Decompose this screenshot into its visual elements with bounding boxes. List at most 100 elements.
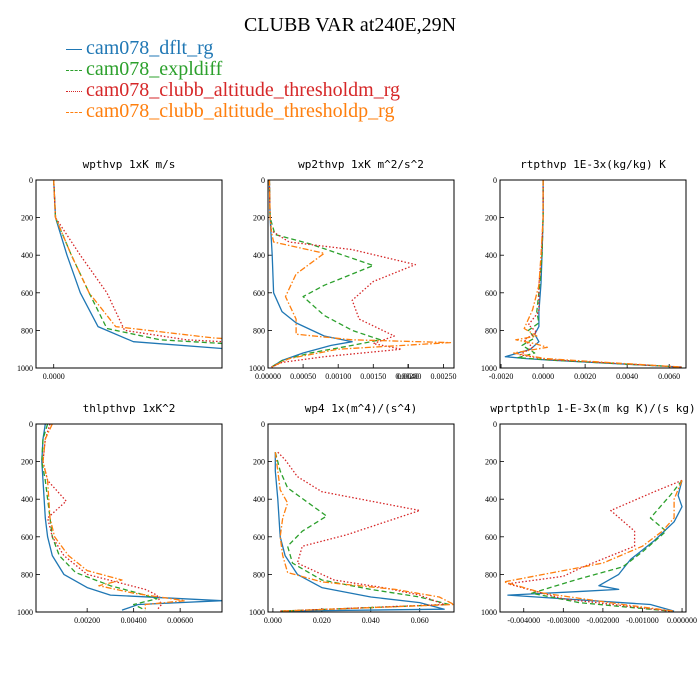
x-tick-label: 0.0000	[532, 372, 554, 381]
y-tick-label: 200	[21, 458, 33, 467]
legend-label: cam078_dflt_rg	[86, 37, 214, 59]
series-line	[517, 180, 682, 368]
y-tick-label: 200	[253, 214, 265, 223]
y-tick-label: 200	[253, 458, 265, 467]
y-tick-label: 800	[21, 326, 33, 335]
series-line	[53, 180, 222, 340]
series-line	[513, 180, 682, 368]
x-tick-label: -0.0020	[489, 372, 514, 381]
panel-title: wpthvp 1xK m/s	[83, 158, 176, 171]
x-tick-label: 0.00400	[121, 616, 147, 625]
x-tick-label: 0.0000	[43, 372, 65, 381]
series-group	[268, 180, 452, 368]
series-line	[42, 424, 186, 611]
y-tick-label: 1000	[481, 364, 497, 373]
chart-panel: wprtpthlp 1-E-3x(m kg K)/(s kg) 0 200 400 60…	[481, 402, 697, 625]
panel-title: wp4 1x(m^4)/(s^4)	[305, 402, 418, 415]
series-group	[41, 424, 222, 611]
series-group	[504, 180, 682, 368]
x-tick-label: 0.020	[313, 616, 331, 625]
y-tick-label: 200	[485, 214, 497, 223]
plot-frame	[267, 179, 455, 369]
y-tick-label: 400	[253, 495, 265, 504]
plot-frame	[35, 423, 223, 613]
legend-swatch	[66, 70, 82, 71]
series-line	[53, 180, 222, 350]
x-tick-label: 0.0020	[574, 372, 596, 381]
y-tick-label: 600	[21, 533, 33, 542]
plot-frame	[499, 179, 687, 369]
legend-label: cam078_clubb_altitude_thresholdm_rg	[86, 79, 401, 101]
chart-panel: rtpthvp 1E-3x(kg/kg) K 0 200 400 600 800 1000-…	[481, 158, 687, 381]
series-line	[268, 180, 452, 368]
y-tick-label: 400	[21, 495, 33, 504]
series-line	[42, 424, 163, 611]
series-line	[53, 180, 222, 343]
x-tick-label: -0.001000	[626, 616, 659, 625]
x-tick-label: 0.00200	[395, 372, 421, 381]
legend-label: cam078_clubb_altitude_thresholdp_rg	[86, 100, 395, 122]
legend-label: cam078_expldiff	[86, 58, 223, 80]
chart-panel: wpthvp 1xK m/s 0 200 400 600 800 1000 0.0000 0.0…	[17, 158, 419, 381]
legend-entry: cam078_expldiff	[66, 59, 400, 80]
x-tick-label: 0.00600	[167, 616, 193, 625]
series-group	[53, 180, 222, 350]
y-tick-label: 600	[253, 289, 265, 298]
series-line	[41, 424, 158, 611]
y-tick-label: 600	[21, 289, 33, 298]
series-line	[41, 424, 222, 611]
y-tick-label: 200	[21, 214, 33, 223]
y-tick-label: 1000	[249, 364, 265, 373]
plot-frame	[35, 179, 223, 369]
panel-title: wprtpthlp 1-E-3x(m kg K)/(s kg)	[490, 402, 695, 415]
x-tick-label: 0.00150	[360, 372, 386, 381]
y-tick-label: 400	[485, 251, 497, 260]
series-line	[531, 479, 683, 612]
x-tick-label: 0.040	[362, 616, 380, 625]
legend: cam078_dflt_rg cam078_expldiff cam078_cl…	[66, 38, 400, 122]
y-tick-label: 0	[261, 420, 265, 429]
y-tick-label: 400	[485, 495, 497, 504]
y-tick-label: 0	[29, 420, 33, 429]
y-tick-label: 0	[493, 176, 497, 185]
legend-entry: cam078_dflt_rg	[66, 38, 400, 59]
series-line	[507, 479, 683, 612]
legend-swatch	[66, 49, 82, 50]
panel-title: thlpthvp 1xK^2	[83, 402, 176, 415]
y-tick-label: 1000	[249, 608, 265, 617]
legend-swatch	[66, 112, 82, 113]
y-tick-label: 0	[493, 420, 497, 429]
x-tick-label: -0.002000	[587, 616, 620, 625]
y-tick-label: 600	[485, 533, 497, 542]
series-group	[274, 451, 454, 612]
series-line	[268, 180, 353, 368]
legend-entry: cam078_clubb_altitude_thresholdm_rg	[66, 80, 400, 101]
series-line	[507, 480, 683, 612]
series-line	[274, 452, 450, 612]
x-tick-label: 0.000	[264, 616, 282, 625]
y-tick-label: 600	[253, 533, 265, 542]
y-tick-label: 1000	[17, 608, 33, 617]
x-tick-label: 0.0060	[658, 372, 680, 381]
y-tick-label: 400	[21, 251, 33, 260]
plot-frame	[499, 423, 687, 613]
series-group	[503, 479, 683, 612]
legend-entry: cam078_clubb_altitude_thresholdp_rg	[66, 101, 400, 122]
plot-frame	[267, 423, 455, 613]
series-line	[268, 180, 381, 368]
series-line	[277, 451, 445, 612]
x-tick-label: 0.0040	[397, 372, 419, 381]
y-tick-label: 800	[21, 570, 33, 579]
panel-title: wp2thvp 1xK m^2/s^2	[298, 158, 424, 171]
y-tick-label: 600	[485, 289, 497, 298]
x-tick-label: 0.00000	[255, 372, 281, 381]
legend-swatch	[66, 91, 82, 92]
series-line	[503, 480, 683, 612]
y-tick-label: 800	[253, 326, 265, 335]
series-line	[519, 180, 682, 368]
series-line	[274, 452, 454, 612]
y-tick-label: 800	[485, 570, 497, 579]
y-tick-label: 800	[253, 570, 265, 579]
